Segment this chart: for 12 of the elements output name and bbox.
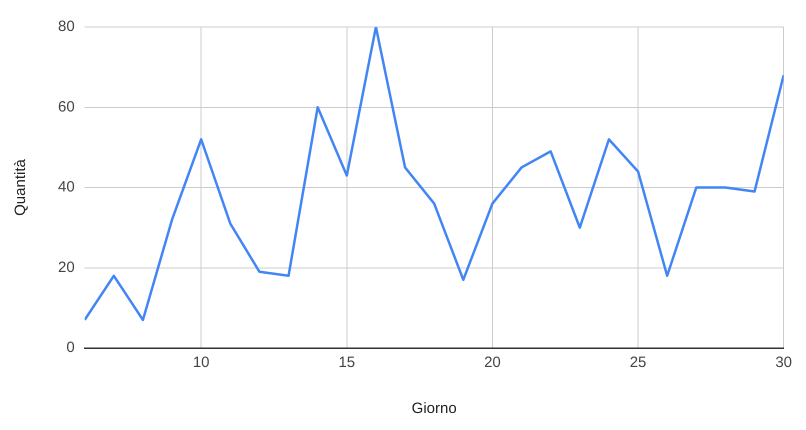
y-tick-label: 60 <box>58 98 75 116</box>
x-tick-label: 10 <box>192 354 210 372</box>
x-axis-title: Giorno <box>412 400 457 418</box>
y-tick-label: 80 <box>58 18 75 36</box>
x-tick-label: 25 <box>630 354 646 372</box>
y-tick-label: 40 <box>58 178 75 196</box>
y-tick-label: 20 <box>58 258 75 276</box>
y-axis-title: Quantità <box>12 158 30 216</box>
x-tick-label: 30 <box>775 354 792 372</box>
y-tick-label: 0 <box>66 339 75 356</box>
x-tick-label: 20 <box>484 354 501 372</box>
x-tick-label: 15 <box>338 354 356 372</box>
